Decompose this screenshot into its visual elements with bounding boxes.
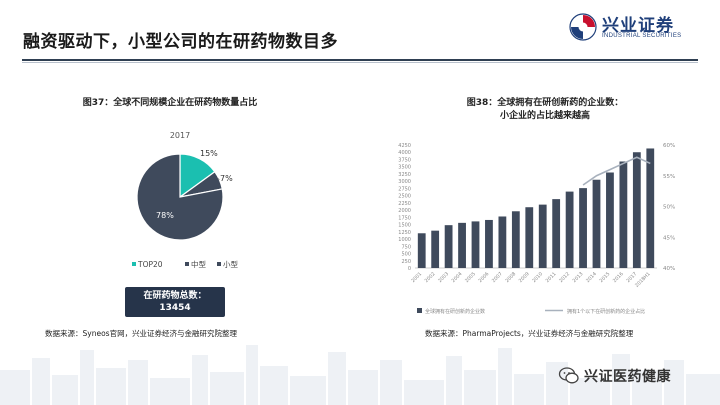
bar-0 (417, 233, 426, 268)
city-skyline-decoration (0, 345, 720, 405)
y-right-tick-3: 55% (663, 174, 675, 180)
x-tick-7: 2008 (504, 271, 517, 284)
bar-16 (632, 152, 641, 268)
pie-legend-label-0: TOP20 (137, 260, 163, 269)
slide-title: 融资驱动下，小型公司的在研药物数目多 (23, 32, 338, 52)
y-left-tick-13: 3250 (398, 172, 411, 178)
pie-chart: 2017 15% 7% 78% TOP20 中型 小型 (132, 131, 238, 269)
bar-3 (458, 222, 466, 268)
x-tick-14: 2015 (598, 271, 611, 284)
bar-13 (592, 179, 601, 268)
x-tick-2: 2003 (437, 271, 450, 284)
y-left-tick-9: 2250 (398, 201, 411, 207)
pie-leader-line (217, 177, 220, 181)
pie-label-1: 7% (220, 174, 233, 183)
y-right-tick-0: 40% (663, 266, 675, 272)
x-tick-12: 2013 (572, 271, 585, 284)
x-tick-3: 2004 (451, 271, 464, 284)
x-tick-9: 2010 (531, 271, 544, 284)
bar-9 (538, 204, 547, 268)
legend-label-bars: 全球拥有在研创新药企业数 (425, 308, 485, 315)
bar-caption-line1: 图38：全球拥有在研创新药的企业数： (466, 98, 624, 108)
source-right: 数据来源：PharmaProjects，兴业证券经济与金融研究院整理 (425, 329, 634, 338)
logo-subtitle: INDUSTRIAL SECURITIES (602, 33, 682, 39)
pie-legend-swatch-0 (132, 262, 136, 266)
y-right-tick-2: 50% (663, 205, 675, 211)
source-left: 数据来源：Syneos官网，兴业证券经济与金融研究院整理 (45, 329, 238, 338)
legend-swatch-bars (417, 308, 422, 313)
y-left-tick-0: 0 (408, 266, 411, 272)
y-left-tick-11: 2750 (398, 186, 411, 192)
bar-17 (646, 148, 655, 268)
x-tick-10: 2011 (545, 271, 558, 284)
x-tick-5: 2006 (477, 271, 490, 284)
pie-label-2: 78% (156, 211, 174, 220)
bar-2 (444, 225, 453, 268)
y-left-tick-12: 3000 (398, 179, 411, 185)
x-tick-16: 2017 (625, 271, 638, 284)
wechat-watermark: 兴证医药健康 (558, 365, 671, 387)
x-tick-0: 2001 (410, 271, 423, 284)
pie-label-0: 15% (200, 149, 218, 158)
bar-1 (431, 230, 440, 268)
watermark-text: 兴证医药健康 (584, 369, 671, 385)
bar-caption: 图38：全球拥有在研创新药的企业数： 小企业的占比越来越高 (420, 97, 670, 123)
logo-emblem-icon (569, 13, 597, 41)
y-left-tick-8: 2000 (398, 208, 411, 214)
y-right-tick-4: 60% (663, 143, 675, 149)
y-left-tick-2: 500 (401, 252, 411, 258)
pie-legend-label-2: 小型 (223, 260, 238, 269)
company-logo: 兴业证券 INDUSTRIAL SECURITIES (568, 10, 718, 46)
bar-caption-line2: 小企业的占比越来越高 (499, 111, 590, 121)
x-tick-15: 2016 (612, 271, 625, 284)
bar-12 (579, 188, 587, 268)
y-left-tick-6: 1500 (398, 223, 411, 229)
pie-caption: 图37：全球不同规模企业在研药物数量占比 (82, 98, 258, 108)
title-divider (22, 59, 698, 61)
summary-value: 13454 (159, 303, 191, 313)
title-divider-thin (22, 62, 698, 63)
y-left-tick-7: 1750 (398, 215, 411, 221)
bar-14 (606, 172, 614, 268)
y-left-tick-14: 3500 (398, 165, 411, 171)
logo-name: 兴业证券 (602, 16, 674, 36)
x-tick-1: 2002 (424, 271, 437, 284)
pie-title: 2017 (170, 131, 190, 140)
x-tick-13: 2014 (585, 271, 598, 284)
x-tick-6: 2007 (491, 271, 504, 284)
summary-label: 在研药物总数： (143, 291, 207, 301)
bar-4 (471, 221, 480, 268)
y-left-tick-4: 1000 (398, 237, 411, 243)
y-left-tick-10: 2500 (398, 194, 411, 200)
bar-7 (511, 211, 520, 268)
x-tick-17: 2018H1 (634, 271, 652, 289)
bar-15 (619, 161, 628, 268)
line-series-percentage (582, 156, 651, 186)
y-left-tick-15: 3750 (398, 157, 411, 163)
y-right-tick-1: 45% (663, 235, 675, 241)
summary-box: 在研药物总数： 13454 (125, 287, 225, 317)
bar-6 (498, 216, 507, 268)
pie-legend-label-1: 中型 (191, 259, 206, 269)
bar-11 (565, 191, 574, 268)
legend-label-line: 拥有1个以下在研创新药的企业占比 (567, 308, 645, 315)
y-left-tick-5: 1250 (398, 230, 411, 236)
y-left-tick-1: 250 (401, 259, 411, 265)
x-tick-8: 2009 (518, 271, 531, 284)
pie-legend-swatch-2 (217, 262, 221, 266)
y-left-tick-17: 4250 (398, 143, 411, 149)
x-tick-11: 2012 (558, 271, 571, 284)
y-left-tick-16: 4000 (398, 150, 411, 156)
x-tick-4: 2005 (464, 271, 477, 284)
bar-10 (552, 199, 561, 268)
bar-5 (485, 219, 493, 268)
pie-legend-swatch-1 (185, 262, 189, 266)
wechat-icon (558, 367, 579, 384)
bar-8 (525, 207, 534, 268)
y-left-tick-3: 750 (401, 244, 411, 250)
pie-slice-2 (136, 153, 224, 241)
